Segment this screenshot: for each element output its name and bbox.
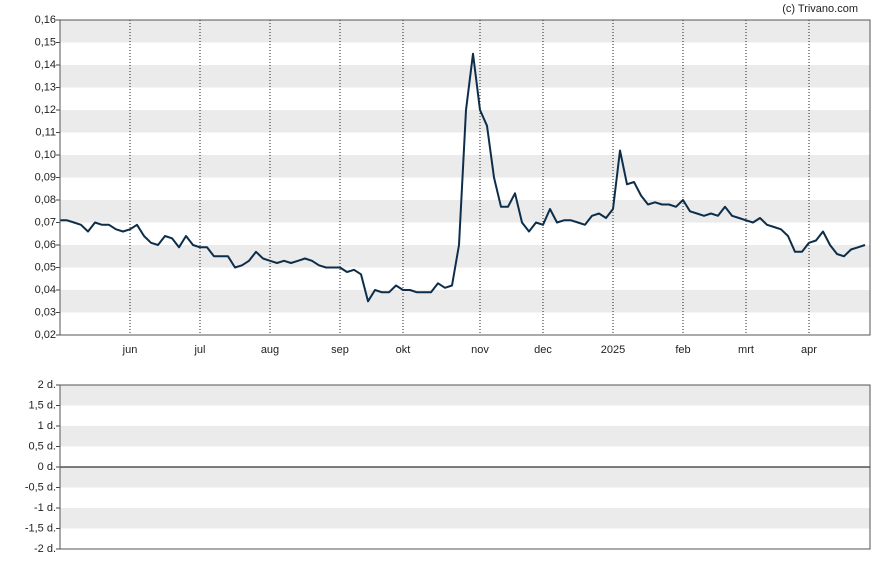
grid-band <box>60 290 870 313</box>
y-tick-label: 0,06 <box>35 239 56 251</box>
grid-band <box>60 155 870 178</box>
y-tick-label: 0,12 <box>35 104 56 116</box>
y-tick-label: 2 d. <box>38 379 56 391</box>
y-tick-label: 0,08 <box>35 194 56 206</box>
x-tick-label: apr <box>801 344 817 356</box>
grid-band <box>60 65 870 88</box>
grid-band <box>60 245 870 268</box>
y-tick-label: 0,11 <box>35 126 56 138</box>
y-tick-label: 0,09 <box>35 171 56 183</box>
y-tick-label: 0,16 <box>35 14 56 26</box>
y-tick-label: 0,5 d. <box>28 440 56 452</box>
x-tick-label: jun <box>122 344 138 356</box>
y-tick-label: 0,15 <box>35 36 56 48</box>
x-tick-label: feb <box>675 344 690 356</box>
y-tick-label: -1 d. <box>34 502 56 514</box>
y-tick-label: -0,5 d. <box>25 481 56 493</box>
y-tick-label: 0,14 <box>35 59 56 71</box>
grid-band <box>60 426 870 447</box>
grid-band <box>60 385 870 406</box>
x-tick-label: okt <box>396 344 411 356</box>
y-tick-label: 0,04 <box>35 284 56 296</box>
x-tick-label: nov <box>471 344 489 356</box>
y-tick-label: 0,03 <box>35 306 56 318</box>
y-tick-label: 1,5 d. <box>28 399 56 411</box>
x-tick-label: aug <box>261 344 279 356</box>
y-tick-label: 0,07 <box>35 216 56 228</box>
plot-frame <box>59 384 871 550</box>
x-tick-label: jul <box>193 344 205 356</box>
grid-band <box>60 20 870 43</box>
grid-band <box>60 508 870 529</box>
y-tick-label: 0,02 <box>35 329 56 341</box>
grid-band <box>60 467 870 488</box>
grid-band <box>60 200 870 223</box>
y-tick-label: 0,05 <box>35 261 56 273</box>
y-tick-label: 0,13 <box>35 81 56 93</box>
x-tick-label: 2025 <box>601 344 625 356</box>
y-tick-label: 0,10 <box>35 149 56 161</box>
x-tick-label: dec <box>534 344 552 356</box>
price-line <box>60 52 866 303</box>
y-tick-label: 0 d. <box>38 461 56 473</box>
y-tick-label: 1 d. <box>38 420 56 432</box>
y-tick-label: -1,5 d. <box>25 522 56 534</box>
x-tick-label: sep <box>331 344 349 356</box>
x-tick-label: mrt <box>738 344 754 356</box>
plot-frame <box>59 19 871 336</box>
y-tick-label: -2 d. <box>34 543 56 555</box>
credit: (c) Trivano.com <box>782 3 858 15</box>
